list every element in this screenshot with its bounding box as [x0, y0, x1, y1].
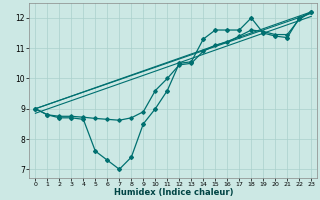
- X-axis label: Humidex (Indice chaleur): Humidex (Indice chaleur): [114, 188, 233, 197]
